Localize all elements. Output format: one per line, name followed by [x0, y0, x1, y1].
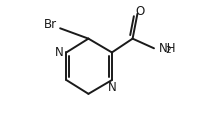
Text: N: N — [108, 81, 116, 94]
Text: 2: 2 — [166, 46, 171, 55]
Text: N: N — [54, 46, 63, 59]
Text: Br: Br — [44, 18, 57, 31]
Text: O: O — [136, 5, 145, 18]
Text: NH: NH — [159, 42, 177, 55]
